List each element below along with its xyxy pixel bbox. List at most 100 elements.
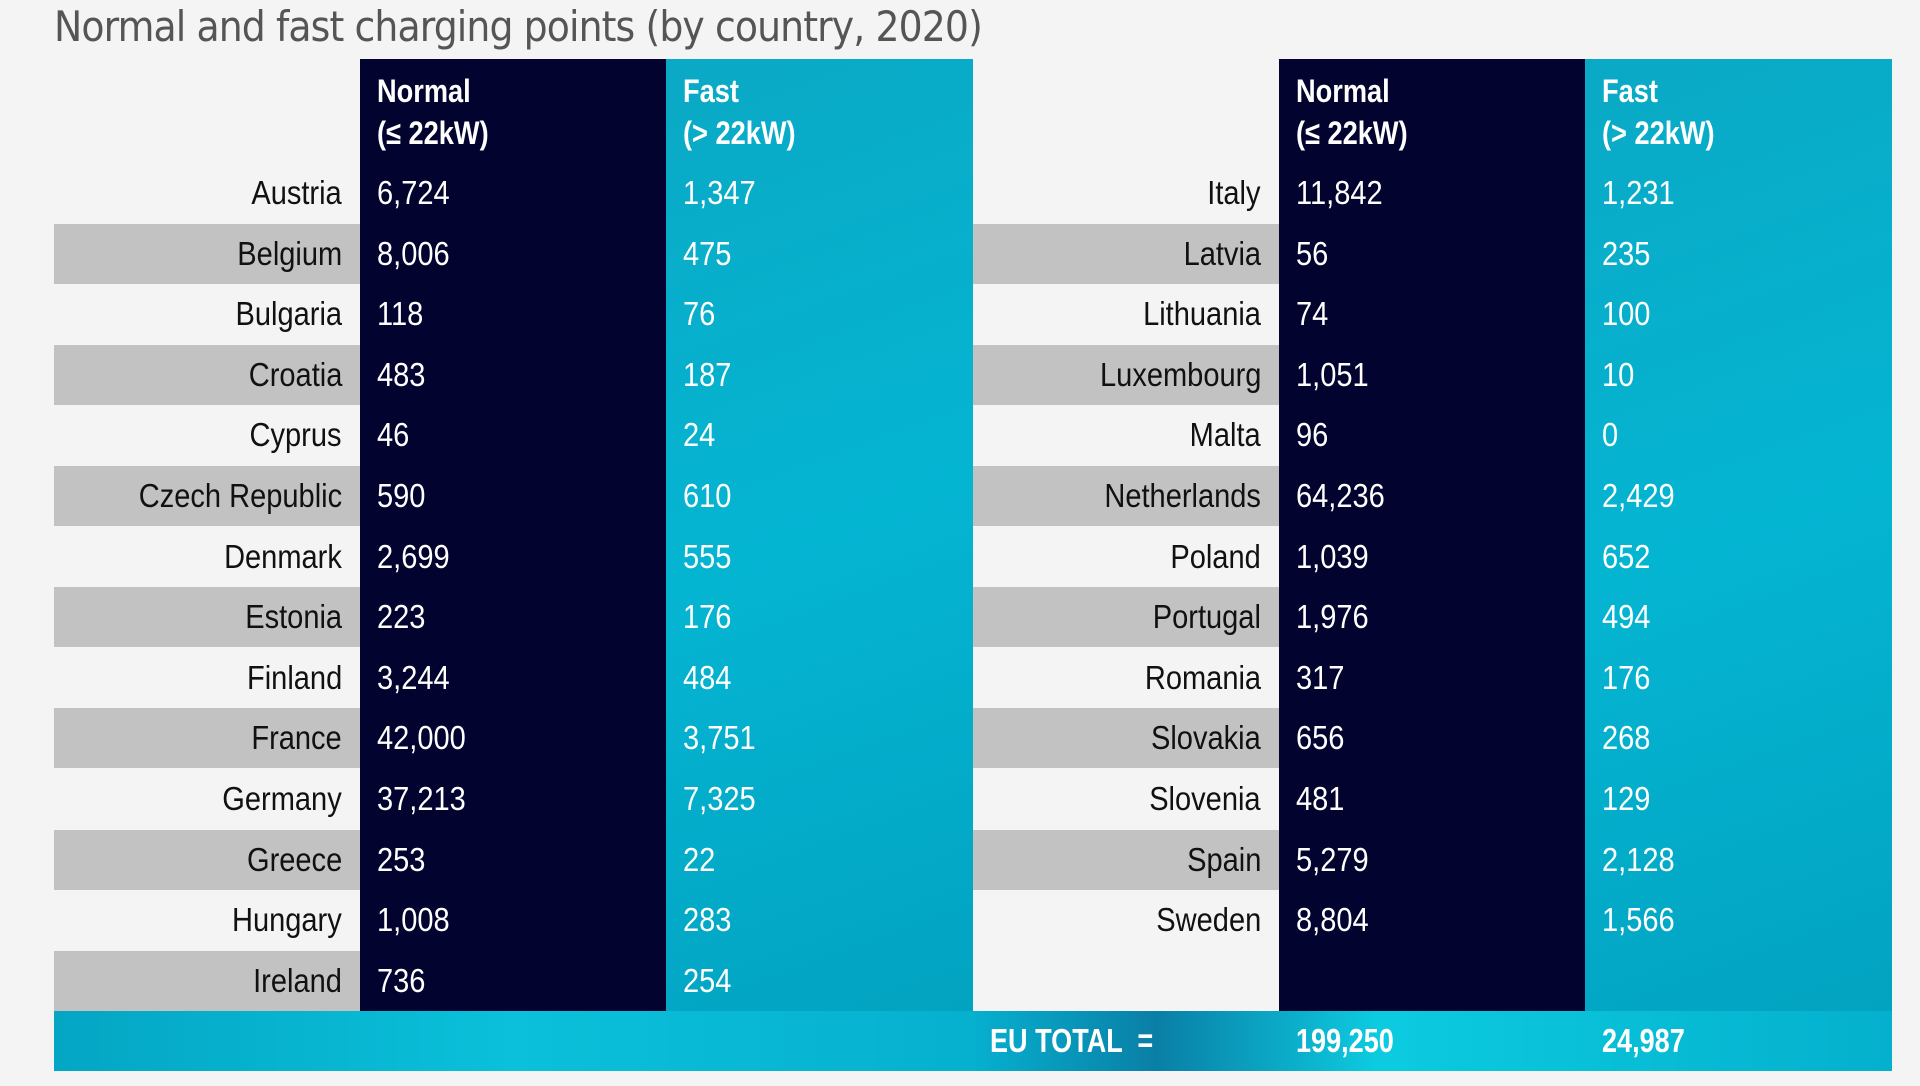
country-label: Germany: [54, 769, 360, 829]
country-label-text: Bulgaria: [235, 295, 342, 333]
country-label: France: [54, 708, 360, 769]
normal-value-text: 253: [377, 840, 426, 878]
country-label: Greece: [54, 829, 360, 890]
country-label-text: Greece: [246, 840, 342, 878]
normal-value: 11,842: [1279, 163, 1585, 223]
country-label-text: Belgium: [237, 234, 342, 272]
fast-value-text: 176: [683, 598, 732, 636]
country-label: Bulgaria: [54, 284, 360, 344]
normal-value-text: 74: [1296, 295, 1329, 333]
fast-value-text: 10: [1602, 355, 1635, 393]
country-label: Luxembourg: [973, 344, 1279, 405]
fast-value: 3,751: [666, 708, 972, 768]
normal-value-text: 656: [1296, 719, 1345, 757]
country-label: Latvia: [973, 223, 1279, 284]
normal-value: 2,699: [360, 527, 666, 587]
header-line: (≤ 22kW): [377, 115, 489, 151]
country-label-text: Luxembourg: [1099, 355, 1261, 393]
fast-value: 0: [1585, 405, 1891, 465]
page-title: Normal and fast charging points (by coun…: [54, 2, 983, 51]
normal-value-text: 8,006: [377, 234, 450, 272]
country-label-text: Netherlands: [1104, 477, 1261, 514]
fast-value: 235: [1585, 224, 1891, 284]
country-label-text: Portugal: [1152, 598, 1261, 636]
fast-value-text: 254: [683, 961, 732, 999]
country-label-text: France: [251, 719, 342, 757]
country-label: Italy: [973, 163, 1279, 223]
country-label: Belgium: [54, 223, 360, 284]
header-line: Fast: [1602, 73, 1658, 109]
header-line: Normal: [1296, 73, 1390, 109]
fast-value-text: 76: [683, 295, 716, 333]
country-label-text: Cyprus: [250, 416, 342, 454]
normal-value-text: 1,051: [1296, 355, 1369, 393]
country-label: Croatia: [54, 344, 360, 405]
normal-value: 253: [360, 830, 666, 890]
fast-value-text: 494: [1602, 598, 1651, 636]
normal-value: 1,039: [1279, 527, 1585, 587]
country-label-text: Italy: [1207, 174, 1261, 211]
normal-value: 118: [360, 284, 666, 344]
total-label-text: EU TOTAL =: [990, 1022, 1154, 1059]
normal-value: 64,236: [1279, 466, 1585, 526]
normal-value: 5,279: [1279, 830, 1585, 890]
fast-value-text: 283: [683, 901, 732, 939]
normal-column-right: [1279, 59, 1585, 1011]
fast-value: 100: [1585, 284, 1891, 344]
fast-value-text: 0: [1602, 416, 1619, 454]
fast-value-text: 7,325: [683, 780, 756, 817]
country-label-text: Lithuania: [1143, 295, 1261, 333]
fast-value: 268: [1585, 708, 1891, 768]
normal-value-text: 64,236: [1296, 477, 1385, 514]
fast-value: 475: [666, 224, 972, 284]
fast-value-text: 235: [1602, 234, 1651, 272]
normal-value-text: 5,279: [1296, 840, 1369, 878]
normal-value: 656: [1279, 708, 1585, 768]
normal-value-text: 1,008: [377, 901, 450, 939]
normal-value-text: 42,000: [377, 719, 466, 757]
fast-value: 24: [666, 405, 972, 465]
country-label: Poland: [973, 527, 1279, 587]
country-label-text: Croatia: [248, 355, 342, 393]
fast-value-text: 2,429: [1602, 477, 1675, 514]
country-label: Slovakia: [973, 708, 1279, 769]
header-line: (> 22kW): [1602, 115, 1715, 151]
fast-value: 176: [666, 587, 972, 647]
normal-value: 6,724: [360, 163, 666, 223]
fast-value: 1,231: [1585, 163, 1891, 223]
normal-value: 42,000: [360, 708, 666, 768]
fast-value: 610: [666, 466, 972, 526]
normal-value-text: 37,213: [377, 780, 466, 817]
fast-value: 1,566: [1585, 890, 1891, 950]
normal-value: 1,008: [360, 890, 666, 950]
fast-value-text: 652: [1602, 537, 1651, 575]
country-label-text: Ireland: [253, 961, 342, 999]
normal-value: 1,976: [1279, 587, 1585, 647]
fast-value: 555: [666, 527, 972, 587]
header-normal-left: Normal (≤ 22kW): [377, 70, 489, 154]
normal-value: 96: [1279, 405, 1585, 465]
normal-value-text: 8,804: [1296, 901, 1369, 939]
country-label: Cyprus: [54, 405, 360, 465]
normal-value-text: 483: [377, 355, 426, 393]
normal-value: 736: [360, 951, 666, 1011]
country-label: Hungary: [54, 890, 360, 950]
fast-value: 7,325: [666, 769, 972, 829]
total-fast: 24,987: [1602, 1011, 1703, 1071]
fast-value: 254: [666, 951, 972, 1011]
fast-value: 1,347: [666, 163, 972, 223]
fast-value: 494: [1585, 587, 1891, 647]
normal-value: 46: [360, 405, 666, 465]
fast-value: 187: [666, 345, 972, 405]
country-label-text: Germany: [222, 780, 342, 817]
fast-value: 652: [1585, 527, 1891, 587]
normal-value: 317: [1279, 648, 1585, 708]
normal-column-left: [360, 59, 666, 1011]
header-line: Fast: [683, 73, 739, 109]
fast-value: 484: [666, 648, 972, 708]
country-label: Czech Republic: [54, 466, 360, 526]
fast-value: 2,429: [1585, 466, 1891, 526]
country-label-text: Poland: [1170, 537, 1261, 575]
country-label: Lithuania: [973, 284, 1279, 344]
fast-value-text: 3,751: [683, 719, 756, 757]
